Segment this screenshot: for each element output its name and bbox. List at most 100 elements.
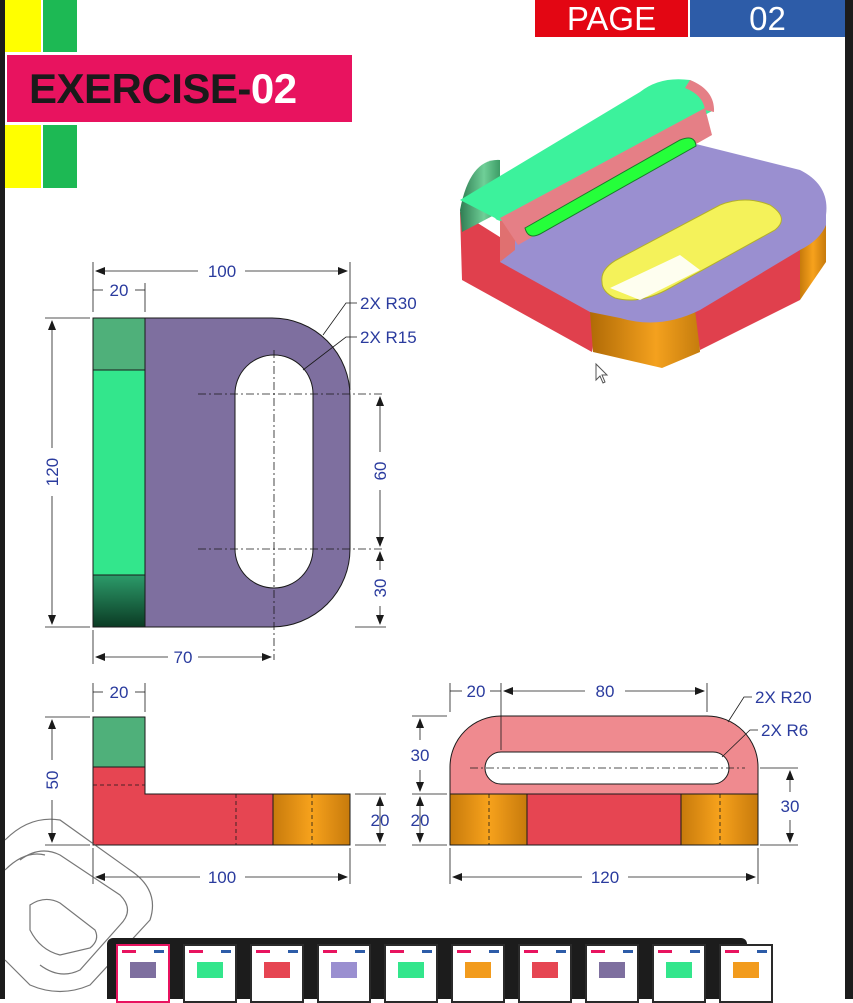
exercise-title-main: EXERCISE-: [29, 64, 251, 112]
front-flange-top: [92, 317, 146, 371]
front-flange-bottom: [92, 574, 146, 628]
thumbnail-preview: [532, 962, 558, 978]
iso-base-top-face: [500, 140, 827, 323]
dim-front-slot-offset: 30: [371, 579, 390, 598]
thumbnail-page-mark: [556, 950, 566, 953]
thumbnail-page-mark: [221, 950, 231, 953]
dim-end-upper-height: 30: [411, 746, 430, 765]
thumbnail-page-mark: [623, 950, 633, 953]
dim-front-flange-width: 20: [110, 281, 129, 300]
end-lower-mid: [526, 793, 682, 846]
page-thumbnail[interactable]: [250, 944, 304, 1003]
exercise-title: EXERCISE-02: [29, 65, 297, 113]
iso-flange-back-round: [685, 80, 715, 112]
side-body: [92, 766, 274, 846]
dim-end-lower-height: 20: [411, 811, 430, 830]
dim-front-height: 120: [43, 458, 62, 486]
front-flange-mid: [92, 369, 146, 576]
thumbnail-title-mark: [658, 950, 672, 953]
thumbnail-page-mark: [355, 950, 365, 953]
page-thumbnail[interactable]: [317, 944, 371, 1003]
thumbnail-title-mark: [390, 950, 404, 953]
thumbnail-preview: [264, 962, 290, 978]
dim-side-flange-width: 20: [110, 683, 129, 702]
dim-side-height: 50: [43, 771, 62, 790]
dim-side-length: 100: [208, 868, 236, 887]
thumbnail-title-mark: [256, 950, 270, 953]
dim-front-slot-center: 70: [174, 648, 193, 667]
mouse-cursor-icon: [595, 362, 609, 384]
dim-front-slot-length: 60: [371, 462, 390, 481]
thumbnail-preview: [465, 962, 491, 978]
thumbnail-preview: [197, 962, 223, 978]
dim-front-radius-outer: 2X R30: [360, 294, 417, 313]
thumbnail-page-mark: [757, 950, 767, 953]
end-lower-left: [449, 793, 528, 846]
page-label: PAGE: [535, 0, 688, 37]
page-thumbnail[interactable]: [183, 944, 237, 1003]
wireframe-sketch: [4, 818, 154, 993]
thumbnail-preview: [666, 962, 692, 978]
iso-flange-top: [460, 79, 714, 221]
thumbnail-preview: [130, 962, 156, 978]
green-accent-bar-top: [43, 0, 77, 52]
isometric-3d-view: [460, 79, 827, 368]
dim-side-base-thickness: 20: [371, 811, 390, 830]
side-view: 20 50 20 100: [43, 683, 389, 887]
thumbnail-page-mark: [690, 950, 700, 953]
thumbnail-page-mark: [288, 950, 298, 953]
thumbnail-preview: [733, 962, 759, 978]
side-flange-top: [92, 716, 146, 768]
dim-front-radius-inner: 2X R15: [360, 328, 417, 347]
iso-right-face: [695, 245, 800, 350]
end-lower-right: [680, 793, 759, 846]
end-view: 20 80 2X R20 2X R6 30 20 30 120: [411, 682, 812, 887]
page-thumbnail[interactable]: [585, 944, 639, 1003]
iso-front-face: [460, 212, 600, 352]
dim-end-radius-outer: 2X R20: [755, 688, 812, 707]
iso-base-slot-floor: [610, 255, 700, 300]
thumbnail-title-mark: [457, 950, 471, 953]
thumbnail-preview: [398, 962, 424, 978]
page-thumbnail[interactable]: [116, 944, 170, 1003]
thumbnail-page-mark: [489, 950, 499, 953]
thumbnail-page-mark: [422, 950, 432, 953]
yellow-accent-bar-bottom: [5, 125, 41, 188]
iso-right-round-face: [800, 215, 826, 300]
end-slot: [484, 751, 730, 785]
dim-end-right-height: 30: [781, 797, 800, 816]
page-thumbnail[interactable]: [719, 944, 773, 1003]
dim-end-radius-inner: 2X R6: [761, 721, 808, 740]
dim-end-left-offset: 20: [467, 682, 486, 701]
page-thumbnail[interactable]: [451, 944, 505, 1003]
thumbnail-page-mark: [154, 950, 164, 953]
thumbnail-title-mark: [591, 950, 605, 953]
thumbnail-title-mark: [323, 950, 337, 953]
thumbnail-title-mark: [725, 950, 739, 953]
yellow-accent-bar-top: [5, 0, 41, 52]
side-round-end: [272, 793, 351, 846]
exercise-title-number: 02: [250, 64, 297, 112]
left-frame-edge: [0, 0, 5, 999]
thumbnail-title-mark: [524, 950, 538, 953]
page-thumbnail[interactable]: [652, 944, 706, 1003]
exercise-title-banner: EXERCISE-02: [7, 55, 352, 122]
thumbnail-preview: [331, 962, 357, 978]
dim-end-width: 120: [591, 868, 619, 887]
page-thumbnail[interactable]: [518, 944, 572, 1003]
dim-front-overall-width: 100: [208, 262, 236, 281]
thumbnail-strip: [107, 938, 773, 1003]
right-frame-edge: [845, 0, 853, 999]
dim-end-slot-length: 80: [596, 682, 615, 701]
iso-flange-inner-face: [500, 108, 712, 245]
iso-front-orange-face: [590, 312, 700, 368]
page-number: 02: [690, 0, 845, 37]
green-accent-bar-bottom: [43, 125, 77, 188]
page-thumbnail[interactable]: [384, 944, 438, 1003]
thumbnail-title-mark: [189, 950, 203, 953]
front-view: 100 20 2X R30 2X R15 120 60 30 70: [43, 262, 417, 667]
thumbnail-title-mark: [122, 950, 136, 953]
thumbnail-preview: [599, 962, 625, 978]
iso-flange-slot: [524, 137, 697, 237]
